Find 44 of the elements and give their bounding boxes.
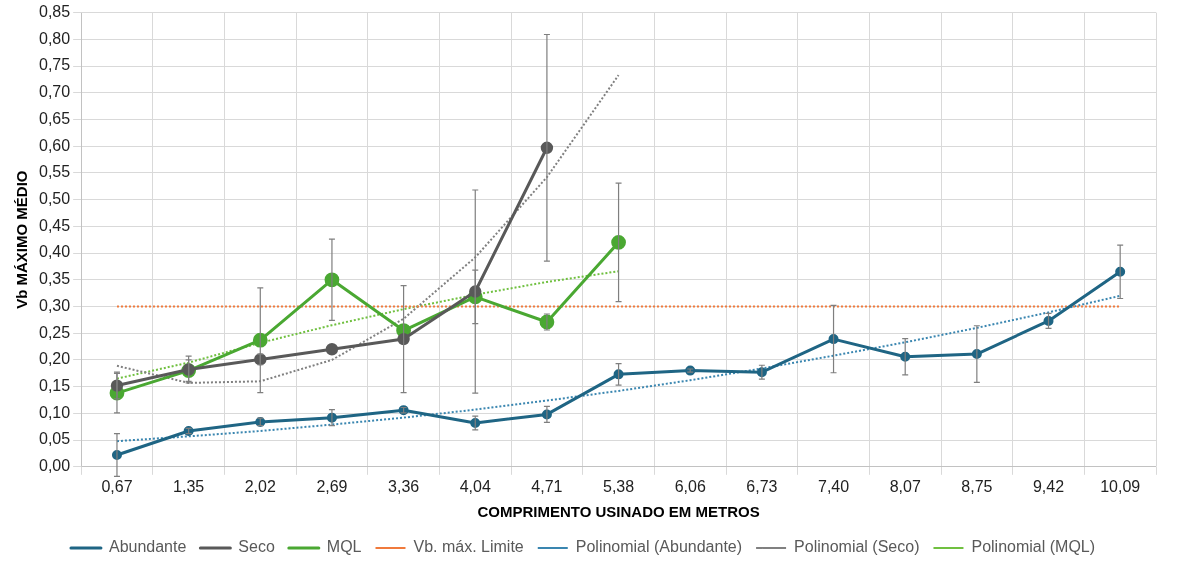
y-tick-label: 0,85	[39, 3, 71, 21]
y-tick-label: 0,60	[39, 136, 71, 154]
y-tick-label: 0,65	[39, 109, 71, 127]
x-tick-label: 7,40	[817, 477, 850, 495]
x-tick-label: 1,35	[173, 477, 205, 495]
y-tick-label: 0,00	[39, 457, 71, 475]
y-tick-label: 0,40	[39, 243, 71, 261]
x-tick-label: 3,36	[388, 477, 420, 495]
x-tick-label: 4,04	[459, 477, 491, 495]
x-tick-label: 10,09	[1100, 477, 1141, 495]
x-tick-label: 9,42	[1032, 477, 1065, 495]
x-tick-label: 6,73	[746, 477, 778, 495]
y-tick-label: 0,55	[39, 163, 71, 181]
y-tick-label: 0,20	[39, 350, 71, 368]
x-tick-label: 6,06	[674, 477, 706, 495]
x-tick-label: 2,02	[244, 477, 276, 495]
y-tick-label: 0,45	[39, 216, 71, 234]
x-tick-label: 8,75	[961, 477, 993, 495]
x-axis-title: COMPRIMENTO USINADO EM METROS	[477, 503, 760, 521]
legend-label: Seco	[238, 538, 275, 556]
y-tick-label: 0,05	[39, 430, 71, 448]
line-series	[115, 294, 1122, 443]
x-tick-label: 0,67	[101, 477, 133, 495]
y-tick-label: 0,50	[39, 190, 71, 208]
y-tick-label: 0,25	[39, 323, 71, 341]
legend-label: MQL	[326, 538, 362, 556]
point	[325, 343, 339, 356]
y-tick-label: 0,70	[39, 83, 71, 101]
legend-label: Vb. máx. Limite	[413, 538, 524, 556]
x-tick-label: 2,69	[316, 477, 348, 495]
y-tick-label: 0,10	[39, 403, 71, 421]
y-tick-label: 0,15	[39, 377, 71, 395]
x-tick-label: 4,71	[531, 477, 563, 495]
y-tick-label: 0,75	[39, 56, 71, 74]
legend-label: Polinomial (MQL)	[971, 538, 1096, 556]
y-tick-label: 0,80	[39, 29, 71, 47]
y-tick-label: 0,35	[39, 270, 71, 288]
x-tick-label: 8,07	[889, 477, 921, 495]
y-axis-title: Vb MÁXIMO MÉDIO	[13, 170, 31, 309]
x-tick-label: 5,38	[603, 477, 635, 495]
legend-label: Polinomial (Abundante)	[575, 538, 743, 556]
y-tick-label: 0,30	[39, 296, 71, 314]
legend-label: Polinomial (Seco)	[794, 538, 920, 556]
legend-label: Abundante	[108, 538, 187, 556]
